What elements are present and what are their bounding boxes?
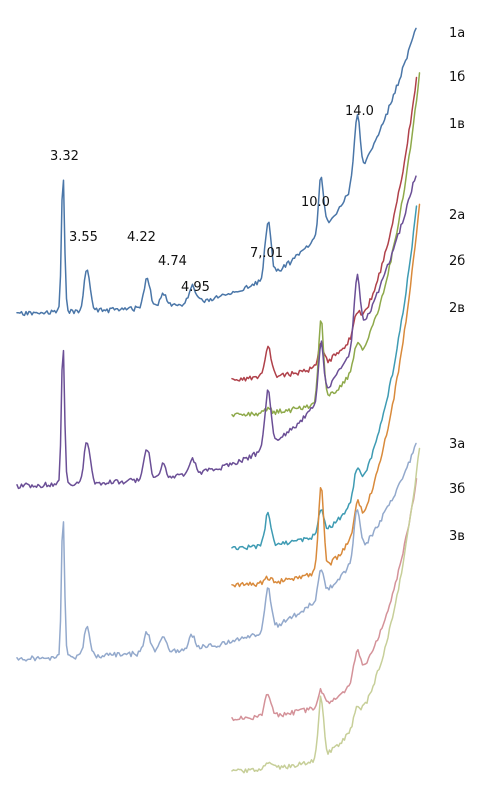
series-labels: 1а 1б 1в 2а 2б 2в 3а 3б 3в <box>449 26 465 544</box>
series-label-3v: 3в <box>449 529 465 544</box>
series-label-1a: 1а <box>449 26 465 41</box>
series-label-3b: 3б <box>449 482 465 497</box>
trace-2 <box>231 76 418 382</box>
trace-8 <box>231 477 418 722</box>
series-label-2v: 2в <box>449 301 465 316</box>
series-label-2b: 2б <box>449 254 465 269</box>
series-label-2a: 2а <box>449 208 465 223</box>
trace-7 <box>16 442 417 662</box>
peak-label-3-32: 3.32 <box>50 149 79 164</box>
peak-labels: 3.32 3.55 4.22 4.74 4.95 7,.01 10.0 14.0 <box>50 104 374 295</box>
trace-3 <box>231 72 421 418</box>
peak-label-4-74: 4.74 <box>158 254 187 269</box>
series-label-1b: 1б <box>449 70 465 85</box>
peak-label-4-95: 4.95 <box>181 280 210 295</box>
trace-1 <box>16 27 417 317</box>
peak-label-4-22: 4.22 <box>127 230 156 245</box>
series-label-3a: 3а <box>449 437 465 452</box>
trace-6 <box>231 203 421 588</box>
series-label-1v: 1в <box>449 117 465 132</box>
traces-group <box>16 27 421 774</box>
peak-label-10-0: 10.0 <box>301 195 330 210</box>
peak-label-3-55: 3.55 <box>69 230 98 245</box>
peak-label-14-0: 14.0 <box>345 104 374 119</box>
trace-9 <box>231 447 421 774</box>
trace-4 <box>16 175 417 490</box>
peak-label-7-01: 7,.01 <box>250 246 283 261</box>
